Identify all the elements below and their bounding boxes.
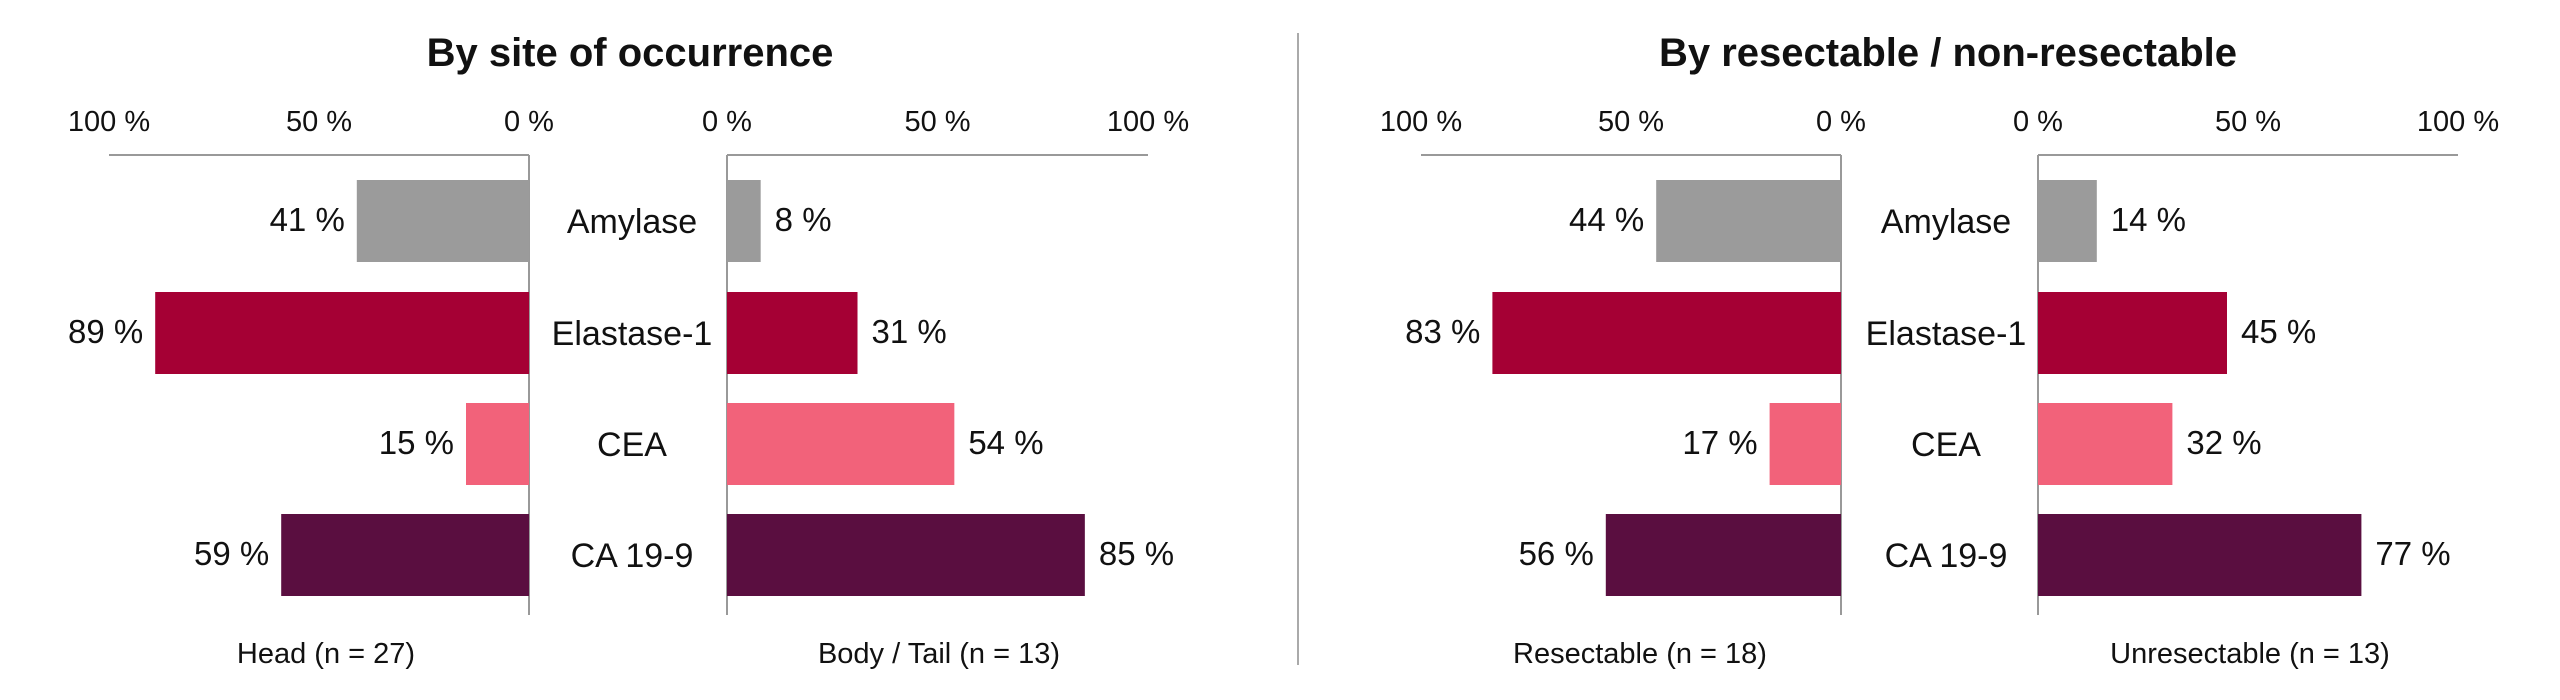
panel-title: By resectable / non-resectable	[1659, 31, 2237, 75]
tick-label: 50 %	[2215, 106, 2281, 138]
data-label: 32 %	[2186, 424, 2261, 461]
data-label: 14 %	[2111, 201, 2186, 238]
tick-label: 100 %	[1107, 106, 1189, 138]
data-label: 56 %	[1519, 535, 1594, 572]
bar-right	[2038, 514, 2362, 596]
bar-right	[727, 514, 1085, 596]
data-label: 17 %	[1682, 424, 1757, 461]
bar-right	[727, 403, 955, 485]
bar-left	[1492, 292, 1841, 374]
series-label: Resectable (n = 18)	[1513, 638, 1767, 670]
category-label: CA 19-9	[571, 537, 694, 575]
tick-label: 100 %	[2417, 106, 2499, 138]
data-label: 45 %	[2241, 313, 2316, 350]
category-label: Elastase-1	[1866, 315, 2027, 353]
data-label: 8 %	[775, 201, 832, 238]
tick-label: 0 %	[2013, 106, 2063, 138]
series-label: Body / Tail (n = 13)	[818, 638, 1060, 670]
bar-left	[466, 403, 529, 485]
bar-left	[1656, 180, 1841, 262]
category-label: CA 19-9	[1885, 537, 2008, 575]
data-label: 83 %	[1405, 313, 1480, 350]
bar-left	[281, 514, 529, 596]
data-label: 44 %	[1569, 201, 1644, 238]
panel-title: By site of occurrence	[427, 31, 834, 75]
data-label: 59 %	[194, 535, 269, 572]
data-label: 77 %	[2375, 535, 2450, 572]
series-label: Head (n = 27)	[237, 638, 415, 670]
tick-label: 0 %	[504, 106, 554, 138]
bar-right	[727, 292, 858, 374]
tick-label: 0 %	[1816, 106, 1866, 138]
category-label: CEA	[597, 426, 667, 464]
bar-left	[155, 292, 529, 374]
data-label: 31 %	[872, 313, 947, 350]
tick-label: 50 %	[1598, 106, 1664, 138]
tick-label: 50 %	[286, 106, 352, 138]
tick-label: 50 %	[904, 106, 970, 138]
data-label: 89 %	[68, 313, 143, 350]
bar-right	[2038, 180, 2097, 262]
category-label: Amylase	[1881, 203, 2011, 241]
bar-left	[1769, 403, 1841, 485]
bar-right	[2038, 403, 2173, 485]
tick-label: 100 %	[68, 106, 150, 138]
data-label: 85 %	[1099, 535, 1174, 572]
category-label: Amylase	[567, 203, 697, 241]
category-label: CEA	[1911, 426, 1981, 464]
data-label: 41 %	[270, 201, 345, 238]
category-label: Elastase-1	[552, 315, 713, 353]
data-label: 54 %	[968, 424, 1043, 461]
tick-label: 0 %	[702, 106, 752, 138]
series-label: Unresectable (n = 13)	[2110, 638, 2390, 670]
tick-label: 100 %	[1380, 106, 1462, 138]
data-label: 15 %	[379, 424, 454, 461]
bar-right	[2038, 292, 2227, 374]
bar-right	[727, 180, 761, 262]
bar-left	[1605, 514, 1841, 596]
bar-left	[356, 180, 529, 262]
